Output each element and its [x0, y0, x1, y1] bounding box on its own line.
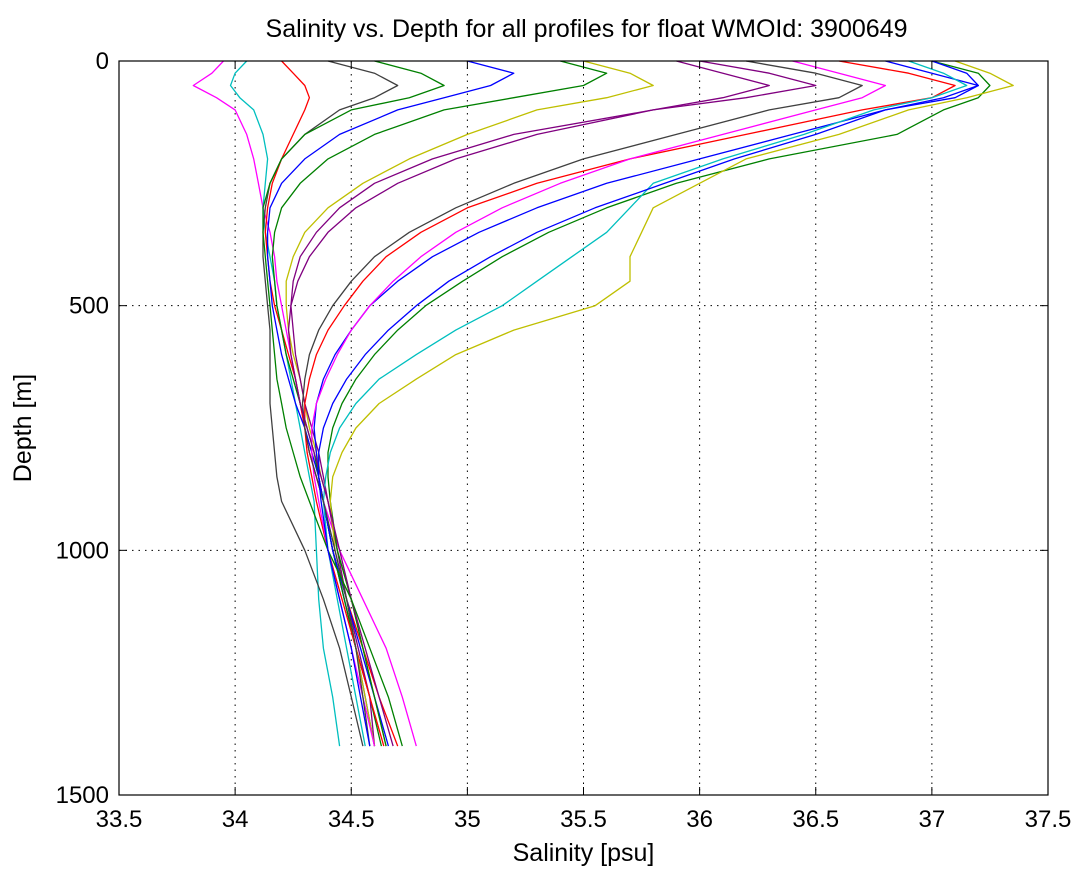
profile-line-11	[327, 60, 991, 747]
profile-line-17	[262, 60, 445, 747]
x-tick-label: 34.5	[328, 806, 375, 833]
profile-line-3	[264, 60, 399, 747]
chart-title: Salinity vs. Depth for all profiles for …	[266, 15, 908, 43]
profile-line-16	[287, 60, 770, 747]
profile-lines	[192, 60, 1014, 747]
y-tick-label: 1000	[56, 537, 109, 564]
y-tick-label: 1500	[56, 782, 109, 809]
y-axis-ticks: 0 500 1000 1500	[56, 48, 1048, 809]
x-tick-label: 36	[686, 806, 713, 833]
y-tick-label: 500	[69, 293, 109, 320]
x-tick-label: 34	[222, 806, 249, 833]
x-axis-ticks: 33.5 34 34.5 35 35.5 36 36.5 37 37.5	[96, 61, 1072, 833]
profile-line-14	[311, 60, 887, 747]
x-axis-title: Salinity [psu]	[513, 839, 655, 867]
x-tick-label: 35	[454, 806, 481, 833]
x-tick-label: 35.5	[560, 806, 607, 833]
x-tick-label: 37.5	[1025, 806, 1072, 833]
profile-line-9	[304, 60, 956, 747]
profile-line-15	[301, 60, 863, 747]
profile-line-10	[313, 60, 979, 747]
x-tick-label: 33.5	[96, 806, 143, 833]
y-tick-label: 0	[96, 48, 109, 75]
y-axis-title: Depth [m]	[9, 374, 37, 482]
x-tick-label: 36.5	[792, 806, 839, 833]
profile-line-12	[329, 60, 1014, 747]
x-tick-label: 37	[919, 806, 946, 833]
profile-line-18	[318, 60, 979, 747]
profile-line-4	[262, 60, 399, 747]
profile-line-7	[285, 60, 654, 747]
profile-line-1	[192, 60, 417, 747]
